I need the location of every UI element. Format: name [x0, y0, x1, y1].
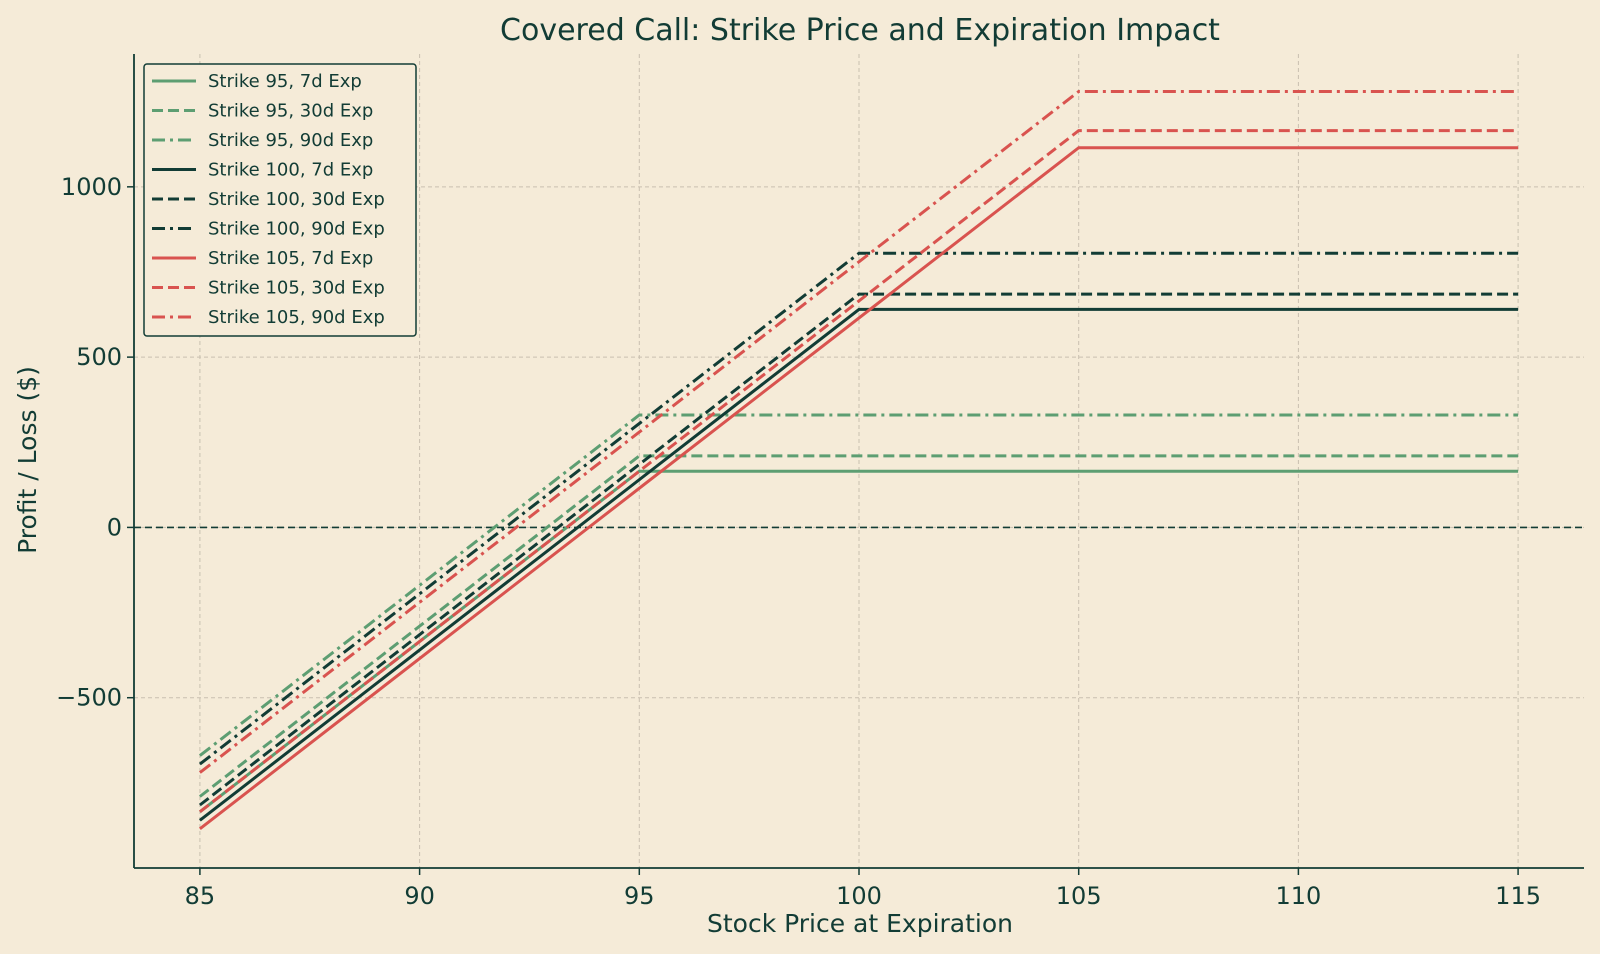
x-tick-label: 105: [1056, 882, 1102, 910]
series-line: [198, 454, 1519, 798]
y-tick-label: 1000: [61, 173, 122, 201]
chart-title: Covered Call: Strike Price and Expiratio…: [500, 13, 1220, 48]
x-axis-label: Stock Price at Expiration: [707, 909, 1013, 938]
series-layer: [198, 90, 1519, 830]
x-tick-label: 100: [836, 882, 882, 910]
series-line: [198, 90, 1519, 774]
legend-box: [143, 63, 417, 337]
y-axis-label: Profit / Loss ($): [13, 366, 42, 554]
series-line: [198, 413, 1519, 757]
series-line: [198, 146, 1519, 830]
x-tick-label: 85: [185, 882, 216, 910]
series-line: [198, 292, 1519, 807]
legend: Strike 95, 7d Exp Strike 95, 30d Exp Strik…: [143, 63, 417, 337]
legend-entry-label: Strike 95, 30d Exp: [208, 101, 373, 122]
legend-entry-label: Strike 100, 7d Exp: [208, 160, 373, 181]
legend-entry-label: Strike 100, 30d Exp: [208, 189, 385, 210]
legend-entry-label: Strike 95, 90d Exp: [208, 130, 373, 151]
x-tick-label: 90: [404, 882, 435, 910]
x-tick-label: 115: [1495, 882, 1541, 910]
series-line: [198, 129, 1519, 813]
legend-entry-label: Strike 105, 7d Exp: [208, 248, 373, 269]
x-tick-label: 95: [624, 882, 655, 910]
legend-entry-label: Strike 105, 30d Exp: [208, 278, 385, 299]
series-line: [198, 251, 1519, 766]
x-tick-label: 110: [1275, 882, 1321, 910]
y-tick-label: −500: [56, 684, 122, 712]
axes-layer: 85 90 95 100 105 110 115 −500 0 500 1000: [56, 54, 1584, 910]
y-tick-label: 500: [76, 343, 122, 371]
legend-entry-label: Strike 105, 90d Exp: [208, 307, 385, 328]
series-line: [198, 307, 1519, 822]
y-tick-label: 0: [107, 513, 122, 541]
legend-entry-label: Strike 100, 90d Exp: [208, 219, 385, 240]
legend-entry-label: Strike 95, 7d Exp: [208, 71, 362, 92]
